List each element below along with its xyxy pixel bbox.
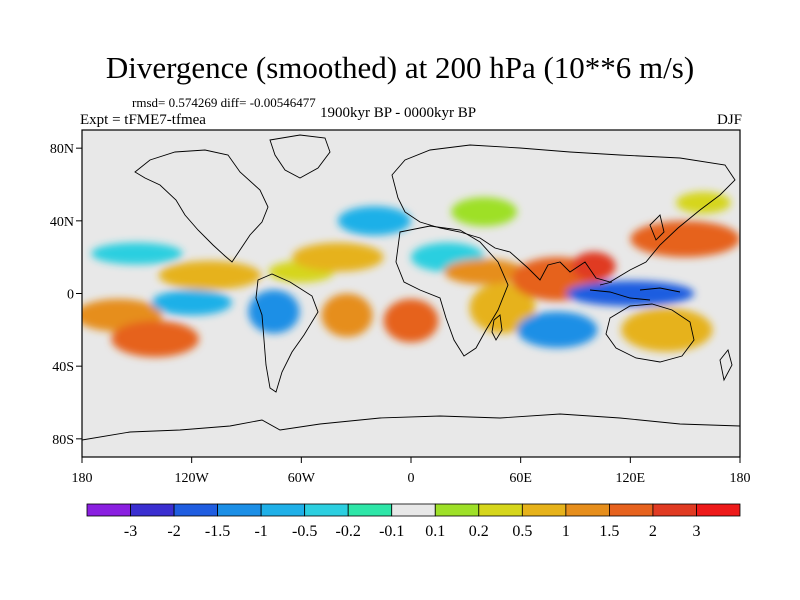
coastline-indonesia xyxy=(589,281,681,301)
field-region-13 xyxy=(443,258,525,285)
coastline-japan xyxy=(649,214,665,241)
y-tick-label: 0 xyxy=(67,288,74,303)
colorbar-swatch xyxy=(347,503,393,517)
coastlines xyxy=(82,134,740,441)
field-region-7 xyxy=(292,242,384,272)
y-tick-label: 40S xyxy=(52,360,74,375)
field-region-10 xyxy=(337,206,412,236)
period-label: 1900kyr BP - 0000kyr BP xyxy=(320,105,477,121)
x-tick-label: 120E xyxy=(616,471,646,486)
field-region-5 xyxy=(248,289,300,334)
y-tick-label: 80N xyxy=(50,142,74,157)
coastline-north-america xyxy=(134,149,269,263)
season-label: DJF xyxy=(716,112,742,128)
colorbar-swatch xyxy=(521,503,567,517)
colorbar-swatch xyxy=(565,503,610,517)
divergence-field xyxy=(82,191,740,358)
field-region-3 xyxy=(158,260,262,290)
x-tick-label: 180 xyxy=(72,471,93,486)
colorbar-label: 1 xyxy=(562,523,570,540)
colorbar-swatch xyxy=(478,503,523,517)
field-region-17 xyxy=(630,220,740,258)
field-region-12 xyxy=(469,282,536,334)
x-tick-label: 180 xyxy=(730,471,751,486)
colorbar-label: -2 xyxy=(167,523,180,540)
colorbar-swatch xyxy=(391,503,436,517)
field-region-1 xyxy=(111,320,199,358)
colorbar-label: 2 xyxy=(649,523,657,540)
colorbar-swatch xyxy=(696,503,741,517)
colorbar-label: -0.2 xyxy=(336,523,361,540)
colorbar-label: 1.5 xyxy=(599,523,619,540)
field-region-18 xyxy=(621,308,713,352)
y-tick-label: 80S xyxy=(52,433,74,448)
axes: 180 120W 60W 0 60E 120E 180 80N 40N 0 40S 80S xyxy=(50,142,751,486)
colorbar-swatch xyxy=(130,503,175,517)
colorbar-label: -0.1 xyxy=(379,523,404,540)
colorbar-label: 3 xyxy=(692,523,700,540)
coastline-australia xyxy=(605,303,695,363)
field-region-2 xyxy=(151,289,232,316)
colorbar-label: 0.5 xyxy=(512,523,532,540)
stats-annotation: rmsd= 0.574269 diff= -0.00546477 xyxy=(132,95,316,110)
colorbar-label: -0.5 xyxy=(292,523,317,540)
coastline-madagascar xyxy=(491,314,503,341)
colorbar-label: -1 xyxy=(254,523,267,540)
y-tick-label: 40N xyxy=(50,215,74,230)
colorbar-label: 0.1 xyxy=(425,523,445,540)
colorbar: -3 -2 -1.5 -1 -0.5 -0.2 -0.1 0.1 0.2 0.5 1 1.5 2 3 xyxy=(86,503,741,540)
field-region-4 xyxy=(91,242,183,265)
field-region-8 xyxy=(321,293,373,338)
field-region-20 xyxy=(451,197,518,227)
colorbar-swatch xyxy=(260,503,306,517)
field-region-15 xyxy=(571,251,616,281)
colorbar-label: 0.2 xyxy=(469,523,489,540)
x-tick-label: 120W xyxy=(175,471,210,486)
colorbar-swatch xyxy=(173,503,218,517)
coastline-antarctica xyxy=(82,413,740,441)
colorbar-swatch xyxy=(217,503,262,517)
x-tick-label: 60W xyxy=(288,471,316,486)
coastline-greenland xyxy=(269,134,331,179)
coastline-africa xyxy=(395,225,509,357)
field-region-9 xyxy=(383,298,439,343)
field-region-16 xyxy=(566,280,695,307)
experiment-label: Expt = tFME7-tfmea xyxy=(80,112,206,128)
colorbar-swatch xyxy=(304,503,349,517)
field-region-19 xyxy=(517,311,598,349)
coastline-south-america xyxy=(255,273,319,393)
colorbar-swatch xyxy=(652,503,697,517)
chart-title: Divergence (smoothed) at 200 hPa (10**6 … xyxy=(105,50,695,85)
colorbar-swatch xyxy=(86,503,131,517)
field-region-21 xyxy=(676,191,731,214)
colorbar-swatch xyxy=(609,503,654,517)
colorbar-swatch xyxy=(434,503,480,517)
colorbar-label: -3 xyxy=(124,523,137,540)
coastline-new-zealand xyxy=(719,349,733,382)
colorbar-label: -1.5 xyxy=(205,523,230,540)
x-tick-label: 0 xyxy=(408,471,415,486)
x-tick-label: 60E xyxy=(509,471,532,486)
